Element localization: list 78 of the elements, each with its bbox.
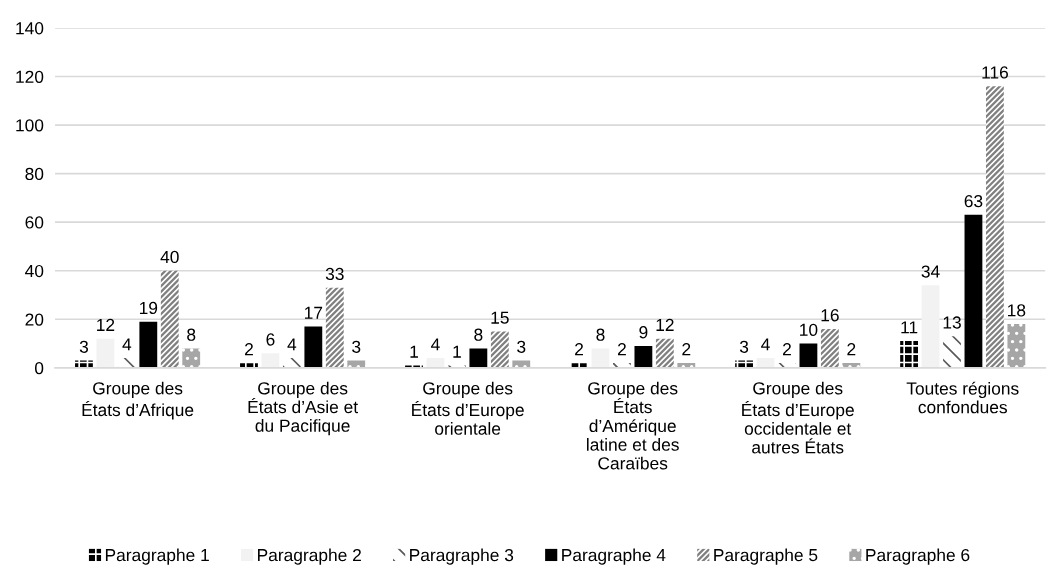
data-label: 19 bbox=[139, 301, 158, 315]
legend-label: Paragraphe 6 bbox=[866, 548, 970, 565]
data-label: 13 bbox=[943, 316, 961, 329]
data-label: 1 bbox=[410, 345, 418, 358]
bar bbox=[1007, 324, 1026, 368]
data-label: 9 bbox=[639, 326, 648, 339]
legend-label: Paragraphe 4 bbox=[562, 548, 666, 565]
y-tick-label: 0 bbox=[34, 361, 44, 375]
x-tick-label: Toutes régions confondues bbox=[906, 381, 1019, 414]
data-label: 12 bbox=[97, 318, 115, 331]
y-tick-label: 40 bbox=[25, 264, 44, 278]
data-label: 3 bbox=[79, 340, 89, 353]
data-label: 8 bbox=[474, 328, 483, 341]
y-tick-label: 80 bbox=[25, 167, 44, 181]
bar bbox=[943, 336, 961, 368]
x-tick-label: Groupe des États d’Amérique latine et des Caraïbes bbox=[587, 381, 679, 470]
x-tick-label: Groupe des États d’Afrique bbox=[82, 381, 194, 420]
data-label: 4 bbox=[122, 338, 132, 351]
bar bbox=[96, 338, 115, 368]
bar bbox=[160, 270, 179, 368]
bar bbox=[325, 287, 344, 368]
x-tick-label: Groupe des États d’Europe orientale bbox=[412, 381, 524, 435]
bar bbox=[490, 331, 509, 368]
data-label: 116 bbox=[982, 66, 1008, 79]
data-label: 2 bbox=[575, 343, 583, 356]
bar bbox=[820, 328, 839, 368]
data-label: 2 bbox=[245, 343, 253, 356]
bar bbox=[591, 348, 610, 368]
legend-label: Paragraphe 1 bbox=[105, 548, 209, 565]
data-label: 15 bbox=[491, 311, 509, 324]
data-label: 63 bbox=[964, 194, 983, 208]
legend-label: Paragraphe 5 bbox=[714, 548, 818, 565]
bar bbox=[900, 341, 918, 368]
bar bbox=[964, 214, 983, 368]
data-label: 8 bbox=[596, 328, 605, 341]
bar bbox=[304, 326, 323, 368]
legend-label: Paragraphe 3 bbox=[410, 548, 514, 565]
data-label: 18 bbox=[1008, 304, 1026, 317]
data-label: 12 bbox=[656, 318, 674, 331]
data-label: 1 bbox=[453, 345, 461, 358]
data-label: 2 bbox=[682, 343, 691, 356]
bar bbox=[282, 358, 301, 368]
y-tick-label: 60 bbox=[25, 216, 44, 229]
data-label: 4 bbox=[431, 338, 440, 351]
data-label: 2 bbox=[617, 343, 626, 356]
data-label: 8 bbox=[187, 328, 196, 341]
data-label: 2 bbox=[847, 343, 856, 356]
y-tick-label: 140 bbox=[16, 22, 44, 35]
data-label: 16 bbox=[821, 309, 839, 322]
y-tick-label: 20 bbox=[25, 313, 44, 326]
bar bbox=[117, 358, 136, 368]
bar bbox=[261, 353, 280, 368]
bar bbox=[469, 348, 488, 368]
bar bbox=[139, 321, 158, 368]
data-label: 2 bbox=[783, 343, 791, 356]
x-tick-label: Groupe des États d’Europe occidentale et autres États bbox=[742, 381, 854, 454]
data-label: 10 bbox=[800, 323, 818, 336]
bar bbox=[655, 338, 674, 368]
y-tick-label: 120 bbox=[16, 70, 44, 83]
data-label: 3 bbox=[352, 340, 361, 353]
bar bbox=[985, 86, 1004, 368]
data-label: 3 bbox=[517, 340, 526, 353]
legend-label: Paragraphe 2 bbox=[258, 548, 361, 565]
data-label: 11 bbox=[901, 321, 918, 334]
data-label: 17 bbox=[305, 306, 323, 319]
data-label: 40 bbox=[160, 250, 179, 264]
bar bbox=[799, 343, 818, 368]
data-label: 4 bbox=[287, 338, 297, 351]
y-tick-label: 100 bbox=[16, 119, 44, 132]
data-label: 34 bbox=[921, 265, 940, 278]
bar bbox=[634, 345, 653, 368]
x-tick-label: Groupe des États d’Asie et du Pacifique bbox=[248, 381, 358, 436]
data-label: 4 bbox=[761, 338, 770, 351]
data-label: 3 bbox=[739, 340, 749, 353]
bar bbox=[921, 285, 940, 368]
data-label: 6 bbox=[266, 333, 275, 346]
bar bbox=[182, 348, 201, 368]
data-label: 33 bbox=[325, 267, 344, 281]
